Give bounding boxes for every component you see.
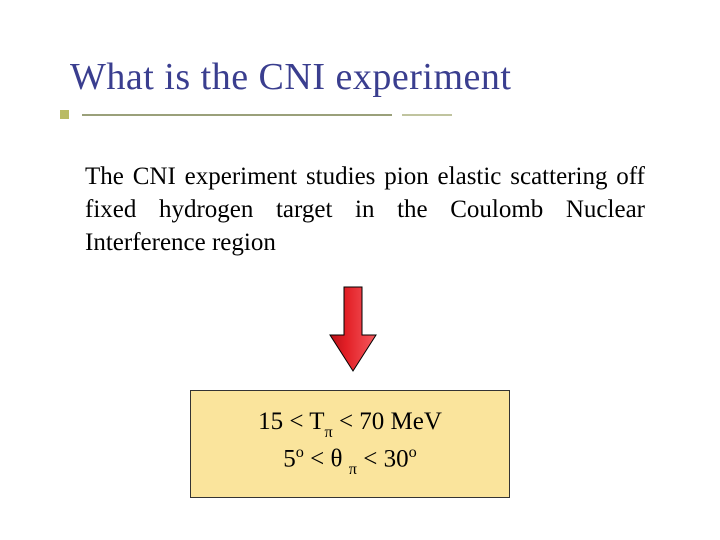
f2-mid: < θ [304,445,349,472]
formula-line-1: 15 < Tπ < 70 MeV [201,405,499,442]
underline-tail [402,114,452,116]
slide-title: What is the CNI experiment [70,55,680,99]
body-paragraph: The CNI experiment studies pion elastic … [85,160,645,259]
f1-post: < 70 MeV [333,408,442,435]
bullet-icon [60,110,69,119]
underline-main [82,114,392,116]
f1-sub: π [324,423,332,441]
title-area: What is the CNI experiment [70,55,680,99]
f2-sub: π [349,460,357,478]
formula-line-2: 5o < θ π < 30o [201,442,499,479]
f2-deg2: o [409,443,417,461]
f2-mid2: < 30 [357,445,409,472]
arrow-path [330,287,376,371]
title-underline [30,108,410,128]
f2-pre: 5 [283,445,296,472]
down-arrow-icon [328,285,378,375]
f1-pre: 15 < T [258,408,324,435]
formula-box: 15 < Tπ < 70 MeV 5o < θ π < 30o [190,390,510,498]
f2-deg1: o [296,443,304,461]
